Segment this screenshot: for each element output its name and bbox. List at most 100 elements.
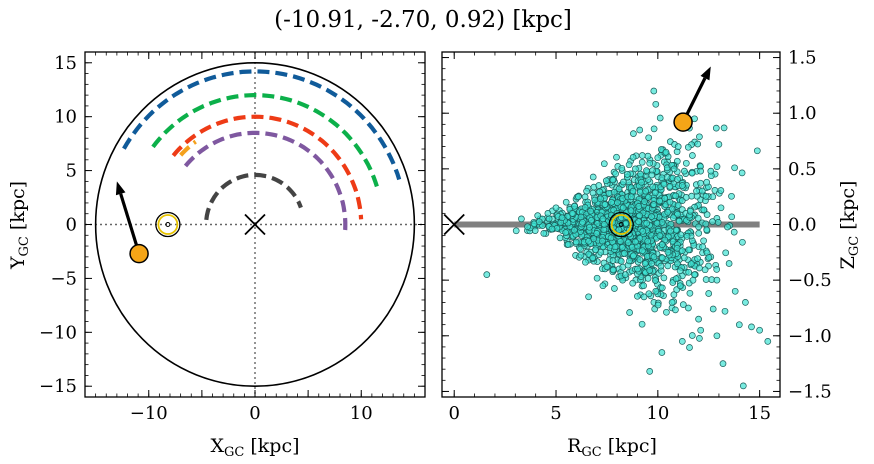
star-point [612,170,619,178]
star-point [607,234,615,242]
star-point [686,289,694,297]
star-point [626,309,633,316]
y-tick-label-right: −1.5 [788,381,832,402]
star-point [658,241,666,248]
star-point [685,268,693,276]
galactic-center-marker [244,213,266,236]
star-point [656,114,664,122]
spiral-arm-5 [183,130,348,235]
x-axis-label-left: XGC [kpc] [210,435,299,460]
star-point [702,276,710,283]
spiral-arm-1 [122,69,402,181]
star-point [728,213,736,221]
star-point [694,214,702,222]
star-point [524,223,531,231]
star-point [669,214,677,222]
xy-frame [84,51,426,398]
star-point [695,223,702,231]
star-point [652,277,659,284]
star-point [640,293,648,301]
star-point [653,219,661,227]
star-point [685,304,692,312]
star-point [739,238,746,246]
star-point [596,188,604,196]
y-axis-label-right: ZGC [kpc] [837,181,862,270]
star-point [575,193,582,201]
star-point [717,204,725,212]
star-point [693,187,700,195]
star-point [483,271,491,278]
star-point [731,287,739,295]
star-point [650,125,658,133]
star-point [623,171,631,178]
star-point [713,163,721,170]
star-point [688,192,695,200]
y-tick-label-left: −15 [39,376,77,397]
star-point [645,134,653,142]
star-point [696,133,703,141]
star-point [719,360,727,367]
star-point [685,246,693,254]
star-point [597,248,605,256]
star-point [638,320,646,328]
star-point [636,234,644,242]
star-point [688,169,696,177]
star-point [709,305,717,313]
sun-marker-outer [155,211,181,238]
star-point [686,344,693,351]
star-point [722,249,730,257]
star-point [579,218,586,226]
star-point [629,279,637,287]
star-point [691,271,698,278]
star-point [682,194,690,201]
y-tick-label-right: −0.5 [788,270,832,291]
star-point [661,195,669,202]
star-point [672,275,680,283]
star-point [701,266,709,274]
star-point [709,193,717,201]
star-point [609,257,617,264]
star-point [731,164,738,172]
star-point [672,306,679,314]
rz-frame [441,51,781,398]
star-point [639,227,647,235]
star-point [712,124,720,132]
star-point [657,262,665,270]
star-point [646,267,654,274]
star-point [696,264,703,272]
star-point [670,165,678,173]
star-point [654,301,662,309]
star-point [639,247,646,255]
x-tick-label-left: −10 [130,403,168,424]
y-tick-label-left: −5 [50,268,77,289]
star-point [674,175,681,183]
y-tick-label-right: 0.5 [788,159,817,180]
star-point [664,208,672,216]
star-point [587,207,594,215]
star-point [753,147,761,155]
y-tick-label-left: 10 [54,107,77,128]
star-point [641,260,649,267]
star-point [703,211,711,218]
star-point [605,189,613,197]
star-point [641,198,648,205]
star-point [748,323,755,331]
star-point [689,152,696,159]
star-point [672,226,680,234]
star-point [682,159,690,167]
star-point [645,290,653,298]
star-point [602,177,610,185]
star-point [658,284,666,292]
star-point [637,170,644,178]
star-point [577,251,585,259]
star-point [635,218,642,226]
star-point [624,239,632,246]
star-point [632,238,639,246]
star-point [558,214,566,222]
star-point [618,164,626,172]
star-point [622,220,630,227]
sun-marker-dot [165,222,171,227]
star-point [592,246,599,254]
star-point [645,193,652,201]
y-tick-label-right: −1.0 [788,326,832,347]
